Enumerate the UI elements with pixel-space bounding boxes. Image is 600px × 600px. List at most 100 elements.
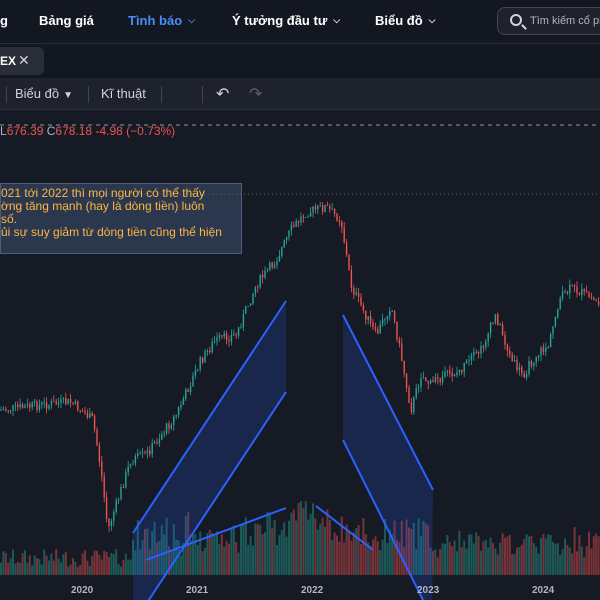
candle-body — [211, 342, 213, 353]
volume-bar — [276, 544, 278, 575]
volume-bar — [451, 546, 454, 575]
candle-body — [338, 220, 341, 222]
candle-body — [199, 357, 201, 370]
volume-bar — [50, 553, 53, 575]
candle-body — [441, 376, 444, 382]
volume-bar — [237, 552, 240, 575]
volume-bar — [472, 543, 475, 575]
ohlc-low-value: 676.39 — [6, 124, 44, 138]
volume-bar — [427, 525, 430, 575]
volume-bar — [153, 521, 156, 575]
volume-bar — [141, 540, 144, 575]
annotation-note[interactable]: 021 tới 2022 thì mọi người có thể thấy ờ… — [0, 183, 242, 254]
candle-body — [523, 373, 525, 378]
candle-body — [355, 292, 357, 295]
candle-body — [578, 293, 581, 296]
candle-body — [77, 401, 79, 411]
volume-bar — [336, 535, 338, 575]
volume-bar — [259, 525, 262, 575]
candle-body — [247, 306, 249, 308]
candle-body — [233, 334, 235, 336]
volume-bar — [57, 558, 60, 575]
nav-item-charts-label: Biểu đồ — [375, 13, 423, 28]
candle-body — [245, 306, 247, 314]
candle-body — [398, 339, 401, 344]
volume-bar — [100, 559, 103, 575]
candle-body — [122, 487, 125, 489]
volume-bar — [252, 545, 254, 575]
volume-bar — [38, 559, 41, 575]
candle-body — [329, 205, 331, 209]
price-chart[interactable] — [0, 110, 600, 600]
candle-body — [0, 409, 2, 411]
candle-body — [60, 399, 62, 403]
chart-type-button[interactable]: Biểu đồ ▼ — [15, 86, 73, 101]
technical-button[interactable]: Kĩ thuật — [101, 86, 146, 101]
volume-bar — [98, 554, 101, 575]
volume-bar — [319, 523, 322, 575]
candle-body — [336, 213, 338, 221]
volume-bar — [355, 528, 358, 575]
candle-body — [163, 433, 165, 435]
volume-bar — [331, 540, 334, 575]
undo-icon[interactable]: ↶ — [216, 86, 230, 103]
volume-bar — [192, 534, 194, 575]
search-input[interactable]: Tìm kiếm cổ phi — [497, 7, 600, 35]
volume-bar — [24, 550, 26, 575]
nav-item-charts[interactable]: Biểu đồ ⌵ — [375, 13, 436, 28]
volume-bar — [381, 539, 384, 575]
volume-bar — [549, 534, 552, 575]
volume-bar — [523, 538, 526, 575]
volume-bar — [492, 543, 494, 575]
volume-bar — [357, 525, 360, 575]
candle-body — [228, 340, 230, 342]
candle-body — [38, 404, 41, 411]
tab-chart[interactable]: EX ✕ — [0, 47, 44, 75]
volume-bar — [103, 550, 106, 575]
nav-item-price-board[interactable]: Bảng giá — [39, 13, 94, 28]
candle-body — [137, 453, 139, 457]
volume-bar — [530, 535, 533, 575]
volume-bar — [326, 509, 329, 575]
candle-body — [384, 319, 386, 321]
tab-bar: EX ✕ — [0, 44, 600, 78]
nav-item-partial[interactable]: g — [0, 13, 8, 28]
chart-area[interactable]: L676.39 C678.18 -4.98 (−0.73%) 021 tới 2… — [0, 110, 600, 600]
nav-item-intelligence[interactable]: Tình báo ⌵ — [128, 13, 195, 28]
volume-bar — [247, 544, 250, 575]
candle-body — [317, 205, 319, 210]
candle-body — [261, 274, 264, 278]
volume-bar — [388, 530, 391, 575]
candle-body — [120, 487, 122, 499]
volume-bar — [470, 534, 473, 575]
volume-bar — [410, 529, 413, 575]
volume-bar — [477, 536, 480, 575]
candle-body — [333, 208, 336, 214]
volume-bar — [559, 554, 562, 575]
candle-body — [537, 355, 540, 358]
volume-bar — [424, 523, 427, 575]
candle-body — [209, 350, 211, 353]
candle-body — [569, 284, 571, 294]
x-tick-label: 2022 — [301, 585, 324, 596]
volume-bar — [84, 550, 86, 575]
volume-bar — [194, 533, 197, 575]
volume-bar — [458, 530, 461, 575]
candle-body — [573, 285, 576, 287]
volume-bar — [139, 549, 142, 575]
candle-body — [542, 347, 545, 352]
volume-bar — [544, 538, 547, 575]
close-icon[interactable]: ✕ — [18, 52, 30, 68]
candle-body — [321, 205, 324, 212]
candle-body — [257, 286, 259, 288]
volume-bar — [110, 552, 113, 575]
volume-bar — [14, 563, 17, 575]
nav-item-investment-ideas[interactable]: Ý tưởng đầu tư ⌵ — [232, 13, 340, 28]
candle-body — [173, 416, 175, 426]
redo-icon[interactable]: ↷ — [249, 86, 263, 103]
volume-bar — [43, 549, 46, 575]
volume-bar — [189, 539, 192, 575]
candle-body — [521, 367, 523, 374]
candle-body — [305, 217, 307, 219]
candle-body — [389, 311, 391, 317]
